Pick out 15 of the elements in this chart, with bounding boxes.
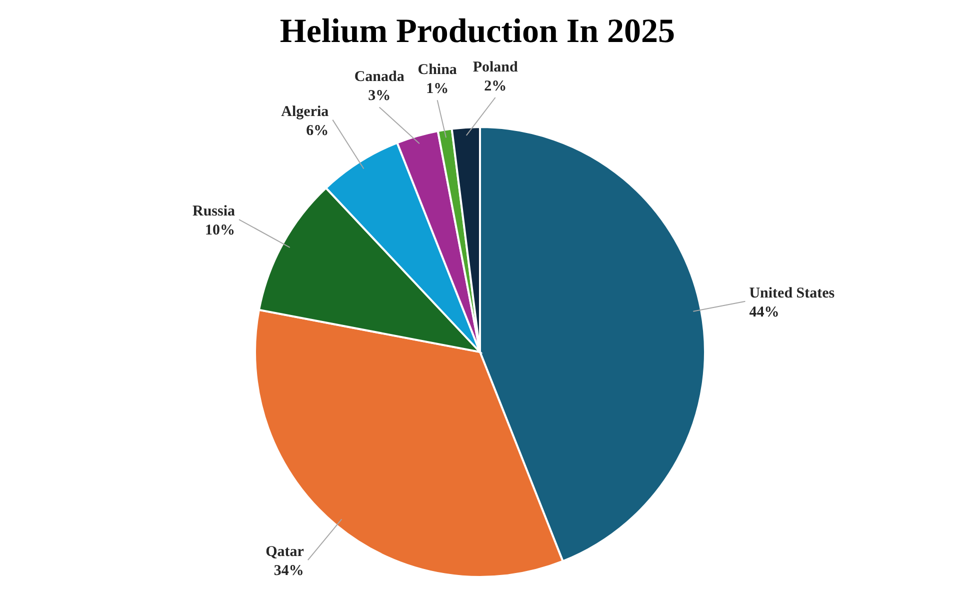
data-label: 6%: [306, 122, 329, 139]
data-label: 2%: [484, 78, 507, 95]
data-label: 34%: [274, 563, 304, 580]
data-label: 44%: [749, 304, 780, 320]
slice-label: Canada: [354, 69, 405, 86]
chart-title: Helium Production In 2025: [280, 13, 676, 50]
data-label: 1%: [426, 81, 449, 98]
slice-label: United States: [749, 285, 835, 302]
slice-label: Russia: [192, 204, 236, 220]
slice-label: Poland: [472, 60, 518, 76]
data-label: 10%: [205, 222, 236, 239]
slice-label: China: [418, 62, 458, 78]
slice-label: Qatar: [266, 544, 304, 560]
slice-label: Algeria: [281, 104, 330, 120]
data-label: 3%: [368, 88, 391, 104]
